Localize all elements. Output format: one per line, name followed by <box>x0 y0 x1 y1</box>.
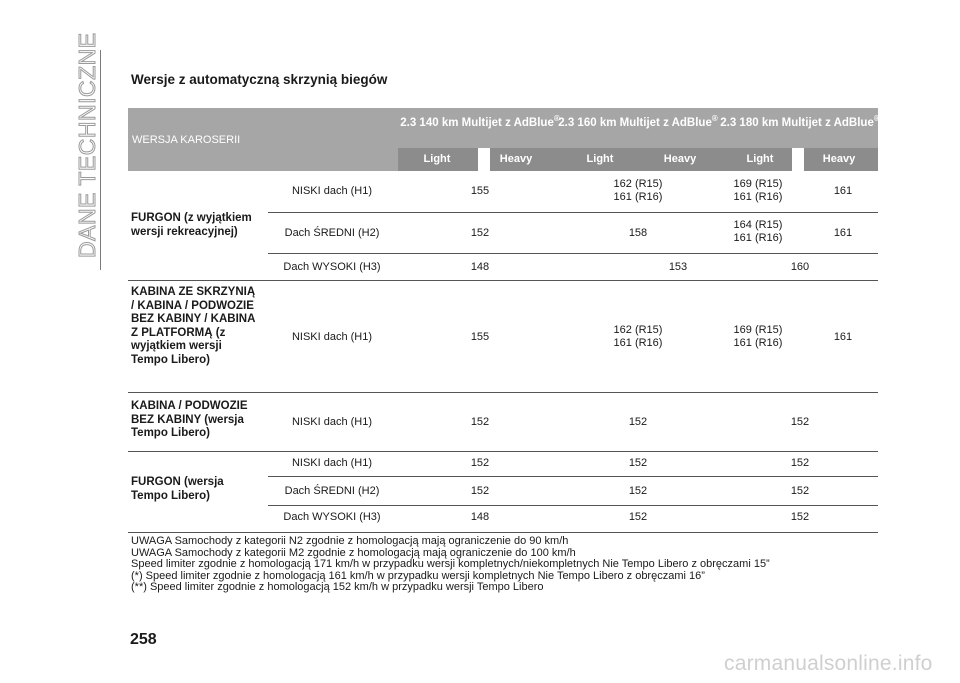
page-number: 258 <box>130 631 157 648</box>
speed-value: 164 (R15) 161 (R16) <box>733 219 783 244</box>
column-divider <box>792 148 804 171</box>
roof-type: Dach ŚREDNI (H2) <box>284 227 380 239</box>
speed-value: 152 <box>628 511 648 523</box>
footnotes: UWAGA Samochody z kategorii N2 zgodnie z… <box>131 535 891 594</box>
roof-type: NISKI dach (H1) <box>291 416 373 428</box>
footnote: UWAGA Samochody z kategorii N2 zgodnie z… <box>131 535 569 547</box>
speed-value: 169 (R15) 161 (R16) <box>733 324 783 349</box>
speed-value: 155 <box>470 331 490 343</box>
side-section-title-text: DANE TECHNICZNE <box>74 32 101 259</box>
header-version-180: 2.3 180 km Multijet z AdBlue® <box>720 112 880 130</box>
speed-value: 152 <box>470 485 490 497</box>
roof-type: NISKI dach (H1) <box>291 457 373 469</box>
roof-type: NISKI dach (H1) <box>291 331 373 343</box>
footnote: UWAGA Samochody z kategorii M2 zgodnie z… <box>131 546 576 559</box>
watermark: carmanualsonline.info <box>724 652 933 675</box>
registered-mark: ® <box>873 114 880 123</box>
speed-value: 161 <box>833 331 853 343</box>
speed-value: 152 <box>628 485 648 497</box>
table-subheader: Light Heavy Light Heavy Light Heavy <box>398 148 878 171</box>
header-version-140: 2.3 140 km Multijet z AdBlue® <box>400 112 560 130</box>
header-version-140-label: 2.3 140 km Multijet z AdBlue <box>400 116 554 129</box>
speed-value: 153 <box>668 261 688 273</box>
header-body-version: WERSJA KAROSERII <box>132 134 241 146</box>
header-version-160: 2.3 160 km Multijet z AdBlue® <box>558 112 718 130</box>
speed-value: 162 (R15) 161 (R16) <box>613 178 663 203</box>
group-divider <box>128 451 878 452</box>
header-version-160-label: 2.3 160 km Multijet z AdBlue <box>558 116 712 129</box>
group-label-furgon: FURGON (z wyjątkiem wersji rekreacyjnej) <box>131 212 252 238</box>
subheader-light-140: Light <box>423 153 451 165</box>
speed-value: 161 <box>833 185 853 197</box>
column-divider <box>478 148 490 171</box>
side-divider <box>100 50 101 270</box>
footnote: (**) Speed limiter zgodnie z homologacją… <box>131 581 544 594</box>
speed-value: 152 <box>628 457 648 469</box>
speed-value: 152 <box>470 416 490 428</box>
roof-type: Dach ŚREDNI (H2) <box>284 485 380 497</box>
speed-value: 152 <box>470 457 490 469</box>
footnote: (*) Speed limiter zgodnie z homologacją … <box>131 569 705 582</box>
speed-value: 158 <box>628 227 648 239</box>
speed-value: 152 <box>790 485 810 497</box>
table-bottom-rule <box>128 532 878 533</box>
subheader-light-160: Light <box>586 153 614 165</box>
row-divider <box>268 253 878 254</box>
subheader-heavy-140: Heavy <box>499 153 533 165</box>
speed-value: 161 <box>833 227 853 239</box>
roof-type: NISKI dach (H1) <box>291 185 373 197</box>
speed-value: 162 (R15) 161 (R16) <box>613 324 663 349</box>
speed-value: 148 <box>470 261 490 273</box>
subheader-heavy-160: Heavy <box>663 153 697 165</box>
group-label-kabina-podwozie: KABINA / PODWOZIE BEZ KABINY (wersja Tem… <box>131 400 248 439</box>
section-heading: Wersje z automatyczną skrzynią biegów <box>131 72 388 87</box>
speed-value: 152 <box>790 511 810 523</box>
registered-mark: ® <box>553 114 560 123</box>
subheader-heavy-180: Heavy <box>822 153 856 165</box>
roof-type: Dach WYSOKI (H3) <box>283 511 381 523</box>
row-divider <box>268 476 878 477</box>
roof-type: Dach WYSOKI (H3) <box>283 261 381 273</box>
speed-value: 152 <box>790 416 810 428</box>
row-divider <box>268 212 878 213</box>
speed-value: 152 <box>470 227 490 239</box>
speed-value: 148 <box>470 511 490 523</box>
footnote: Speed limiter zgodnie z homologacją 171 … <box>131 558 770 571</box>
speed-value: 152 <box>628 416 648 428</box>
speed-value: 155 <box>470 185 490 197</box>
group-label-kabina-skrzynia: KABINA ZE SKRZYNIĄ / KABINA / PODWOZIE B… <box>131 286 256 366</box>
registered-mark: ® <box>711 114 718 123</box>
speed-value: 152 <box>790 457 810 469</box>
group-label-furgon-tempo-libero: FURGON (wersja Tempo Libero) <box>131 476 224 502</box>
speed-value: 169 (R15) 161 (R16) <box>733 178 783 203</box>
group-divider <box>128 392 878 393</box>
header-version-180-label: 2.3 180 km Multijet z AdBlue <box>720 116 874 129</box>
row-divider <box>268 505 878 506</box>
speed-value: 160 <box>790 261 810 273</box>
group-divider <box>128 280 878 281</box>
subheader-light-180: Light <box>746 153 774 165</box>
